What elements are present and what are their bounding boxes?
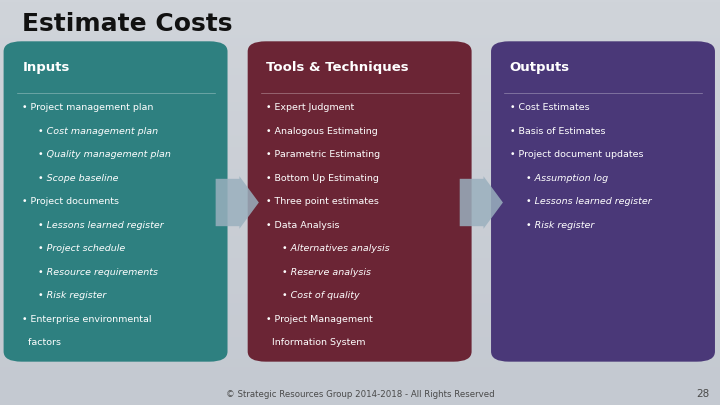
- Text: • Cost Estimates: • Cost Estimates: [510, 103, 590, 112]
- Text: • Scope baseline: • Scope baseline: [38, 174, 119, 183]
- Text: • Lessons learned register: • Lessons learned register: [526, 197, 651, 206]
- Text: • Alternatives analysis: • Alternatives analysis: [282, 244, 390, 253]
- Text: • Three point estimates: • Three point estimates: [266, 197, 379, 206]
- Text: Tools & Techniques: Tools & Techniques: [266, 61, 409, 74]
- Text: • Project schedule: • Project schedule: [38, 244, 125, 253]
- FancyBboxPatch shape: [491, 41, 715, 362]
- Text: • Project Management: • Project Management: [266, 315, 373, 324]
- Text: © Strategic Resources Group 2014-2018 - All Rights Reserved: © Strategic Resources Group 2014-2018 - …: [225, 390, 495, 399]
- Text: Information System: Information System: [266, 338, 366, 347]
- Text: • Basis of Estimates: • Basis of Estimates: [510, 127, 606, 136]
- Text: 28: 28: [696, 389, 709, 399]
- Text: • Cost management plan: • Cost management plan: [38, 127, 158, 136]
- Text: Inputs: Inputs: [22, 61, 70, 74]
- Text: • Enterprise environmental: • Enterprise environmental: [22, 315, 152, 324]
- Text: • Bottom Up Estimating: • Bottom Up Estimating: [266, 174, 379, 183]
- FancyBboxPatch shape: [4, 41, 228, 362]
- Text: • Data Analysis: • Data Analysis: [266, 221, 340, 230]
- Text: • Reserve analysis: • Reserve analysis: [282, 268, 372, 277]
- Text: • Cost of quality: • Cost of quality: [282, 291, 360, 300]
- Text: • Resource requirements: • Resource requirements: [38, 268, 158, 277]
- Text: Estimate Costs: Estimate Costs: [22, 12, 232, 36]
- Text: • Parametric Estimating: • Parametric Estimating: [266, 150, 381, 159]
- Polygon shape: [216, 176, 259, 229]
- FancyBboxPatch shape: [248, 41, 472, 362]
- Text: • Quality management plan: • Quality management plan: [38, 150, 171, 159]
- Text: • Lessons learned register: • Lessons learned register: [38, 221, 163, 230]
- Polygon shape: [460, 176, 503, 229]
- Text: • Project management plan: • Project management plan: [22, 103, 153, 112]
- Text: • Analogous Estimating: • Analogous Estimating: [266, 127, 378, 136]
- Text: • Risk register: • Risk register: [38, 291, 107, 300]
- Text: • Expert Judgment: • Expert Judgment: [266, 103, 355, 112]
- Text: • Project documents: • Project documents: [22, 197, 120, 206]
- Text: factors: factors: [22, 338, 61, 347]
- Text: • Assumption log: • Assumption log: [526, 174, 608, 183]
- Text: • Project document updates: • Project document updates: [510, 150, 643, 159]
- Text: • Risk register: • Risk register: [526, 221, 594, 230]
- Text: Outputs: Outputs: [510, 61, 570, 74]
